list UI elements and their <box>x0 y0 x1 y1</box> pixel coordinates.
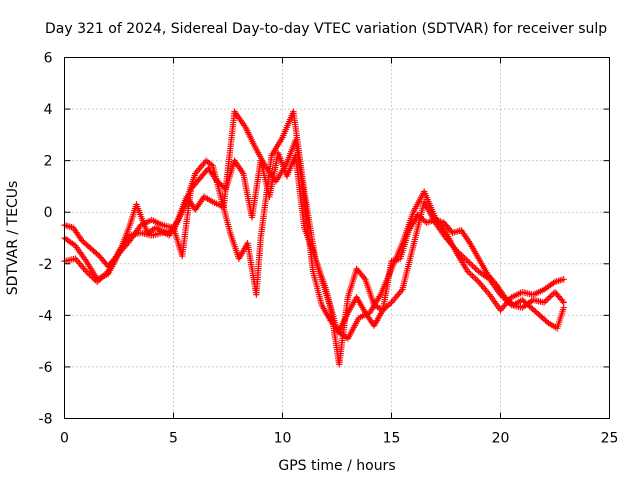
data-point <box>467 260 475 268</box>
data-point <box>469 262 476 269</box>
x-tick-label: 0 <box>60 431 69 447</box>
data-point <box>70 241 78 248</box>
data-point <box>464 258 471 265</box>
data-point <box>467 271 475 278</box>
y-tick-label: 2 <box>44 154 53 170</box>
plot-frame <box>64 57 610 419</box>
data-point <box>83 268 90 275</box>
data-point <box>559 297 566 305</box>
data-point <box>466 259 473 266</box>
data-point <box>540 299 548 306</box>
data-point <box>545 294 552 302</box>
data-point <box>470 263 478 271</box>
series-track-c <box>61 149 567 368</box>
x-tick-label: 15 <box>383 431 401 447</box>
x-tick-label: 20 <box>492 431 510 447</box>
grid-layer <box>64 57 610 419</box>
data-point <box>473 277 481 284</box>
data-point <box>550 279 557 287</box>
y-axis-label: SDTVAR / TECUs <box>5 181 21 296</box>
data-point <box>466 269 473 277</box>
data-point <box>458 252 465 259</box>
x-tick-label: 25 <box>601 431 619 447</box>
y-tick-label: -4 <box>39 308 53 324</box>
data-point <box>542 297 549 305</box>
y-tick-label: 6 <box>44 51 53 67</box>
data-point <box>560 276 567 283</box>
data-point <box>453 247 461 255</box>
data-point <box>455 249 462 256</box>
data-point <box>544 296 551 303</box>
x-tick-label: 10 <box>274 431 292 447</box>
data-point <box>547 293 554 300</box>
data-point <box>548 291 556 299</box>
data-point <box>459 253 467 260</box>
data-point <box>94 251 102 258</box>
data-point <box>469 272 476 280</box>
y-tick-label: -8 <box>39 412 53 428</box>
data-point <box>470 274 478 281</box>
tick-layer: 0 5 10 15 20 25 -8 -6 -4 -2 0 2 4 6 <box>39 51 619 447</box>
data-point <box>84 269 92 277</box>
data-point <box>464 268 471 275</box>
data-point <box>461 255 468 262</box>
data-point <box>463 256 470 263</box>
y-tick-label: 0 <box>44 205 53 221</box>
x-axis-label: GPS time / hours <box>278 458 395 474</box>
data-point <box>86 271 93 278</box>
data-point <box>472 265 479 272</box>
chart-title: Day 321 of 2024, Sidereal Day-to-day VTE… <box>45 21 607 37</box>
data-point <box>472 275 479 283</box>
y-tick-label: -6 <box>39 360 53 376</box>
series-track-a <box>61 108 567 342</box>
y-tick-label: -2 <box>39 257 53 273</box>
x-tick-label: 5 <box>169 431 178 447</box>
data-layer <box>61 108 567 368</box>
data-point <box>456 250 464 258</box>
data-point <box>360 274 368 281</box>
data-point <box>386 300 394 307</box>
y-tick-label: 4 <box>44 102 53 118</box>
data-point <box>560 304 567 311</box>
